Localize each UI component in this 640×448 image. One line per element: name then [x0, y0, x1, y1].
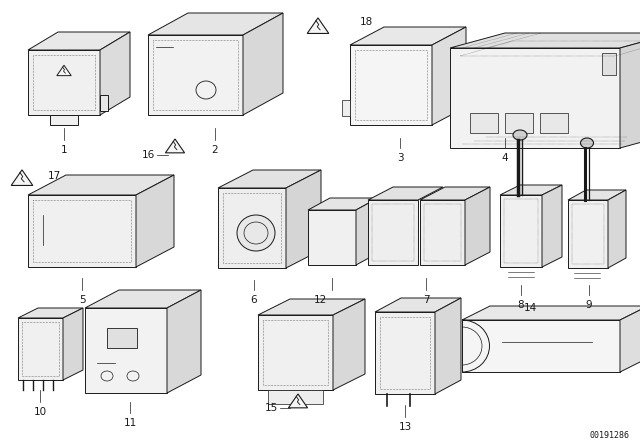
Bar	[33, 55, 95, 110]
Polygon shape	[420, 200, 465, 265]
Polygon shape	[375, 312, 435, 394]
Polygon shape	[420, 187, 490, 200]
Polygon shape	[85, 290, 201, 308]
Polygon shape	[243, 13, 283, 115]
Polygon shape	[167, 290, 201, 393]
Polygon shape	[28, 195, 136, 267]
Polygon shape	[28, 50, 100, 115]
Polygon shape	[218, 188, 286, 268]
Polygon shape	[450, 33, 640, 48]
Polygon shape	[57, 65, 71, 76]
Bar	[33, 200, 131, 262]
Polygon shape	[500, 185, 562, 195]
Polygon shape	[350, 27, 466, 45]
Text: 4: 4	[502, 153, 508, 163]
Bar	[223, 193, 281, 263]
Text: 00191286: 00191286	[590, 431, 630, 440]
Bar	[153, 40, 238, 110]
Polygon shape	[462, 306, 640, 320]
Polygon shape	[258, 299, 365, 315]
Bar	[355, 50, 427, 120]
Polygon shape	[148, 35, 243, 115]
Polygon shape	[63, 308, 83, 380]
Text: 5: 5	[79, 295, 85, 305]
Bar	[504, 199, 538, 263]
Bar	[22, 322, 59, 376]
Text: 7: 7	[422, 295, 429, 305]
Bar	[572, 204, 604, 264]
Text: 1: 1	[61, 145, 67, 155]
Ellipse shape	[237, 215, 275, 251]
Polygon shape	[165, 139, 184, 153]
Text: 11: 11	[124, 418, 136, 428]
Text: 10: 10	[33, 407, 47, 417]
Bar	[424, 204, 461, 261]
Polygon shape	[18, 318, 63, 380]
Polygon shape	[368, 200, 418, 265]
Bar	[263, 320, 328, 385]
Polygon shape	[568, 190, 626, 200]
Polygon shape	[218, 170, 321, 188]
Polygon shape	[85, 308, 167, 393]
Polygon shape	[500, 195, 542, 267]
Bar	[100, 95, 108, 111]
Text: 12: 12	[314, 295, 326, 305]
Text: 6: 6	[251, 295, 257, 305]
Text: 14: 14	[524, 303, 536, 313]
Bar	[50, 115, 78, 125]
Polygon shape	[308, 198, 378, 210]
Text: 13: 13	[398, 422, 412, 432]
Text: 3: 3	[397, 153, 403, 163]
Bar	[505, 113, 533, 133]
Bar	[470, 113, 498, 133]
Text: 15: 15	[265, 403, 278, 413]
Text: 18: 18	[360, 17, 373, 27]
Bar	[372, 204, 414, 261]
Polygon shape	[308, 210, 356, 265]
Polygon shape	[307, 18, 329, 34]
Polygon shape	[286, 170, 321, 268]
Polygon shape	[568, 200, 608, 268]
Text: 2: 2	[212, 145, 218, 155]
Polygon shape	[356, 198, 378, 265]
Polygon shape	[28, 32, 130, 50]
Polygon shape	[333, 299, 365, 390]
Polygon shape	[28, 175, 174, 195]
Bar	[342, 100, 350, 116]
Polygon shape	[375, 298, 461, 312]
Text: 9: 9	[586, 300, 592, 310]
Polygon shape	[435, 298, 461, 394]
Bar	[380, 317, 430, 389]
Ellipse shape	[580, 138, 593, 148]
Text: 17: 17	[48, 171, 61, 181]
Text: 8: 8	[518, 300, 524, 310]
Polygon shape	[350, 45, 432, 125]
Ellipse shape	[513, 130, 527, 140]
Bar	[540, 113, 568, 133]
Polygon shape	[148, 13, 283, 35]
Polygon shape	[542, 185, 562, 267]
Polygon shape	[12, 170, 33, 185]
Bar	[107, 328, 137, 348]
Polygon shape	[368, 187, 443, 200]
Polygon shape	[258, 315, 333, 390]
Polygon shape	[608, 190, 626, 268]
Text: 16: 16	[141, 150, 155, 160]
Bar	[268, 390, 323, 404]
Polygon shape	[465, 187, 490, 265]
Polygon shape	[620, 306, 640, 372]
Polygon shape	[136, 175, 174, 267]
Polygon shape	[450, 48, 620, 148]
Polygon shape	[18, 308, 83, 318]
Polygon shape	[462, 320, 620, 372]
Bar	[602, 53, 616, 75]
Polygon shape	[432, 27, 466, 125]
Polygon shape	[620, 33, 640, 148]
Polygon shape	[100, 32, 130, 115]
Polygon shape	[289, 394, 308, 408]
